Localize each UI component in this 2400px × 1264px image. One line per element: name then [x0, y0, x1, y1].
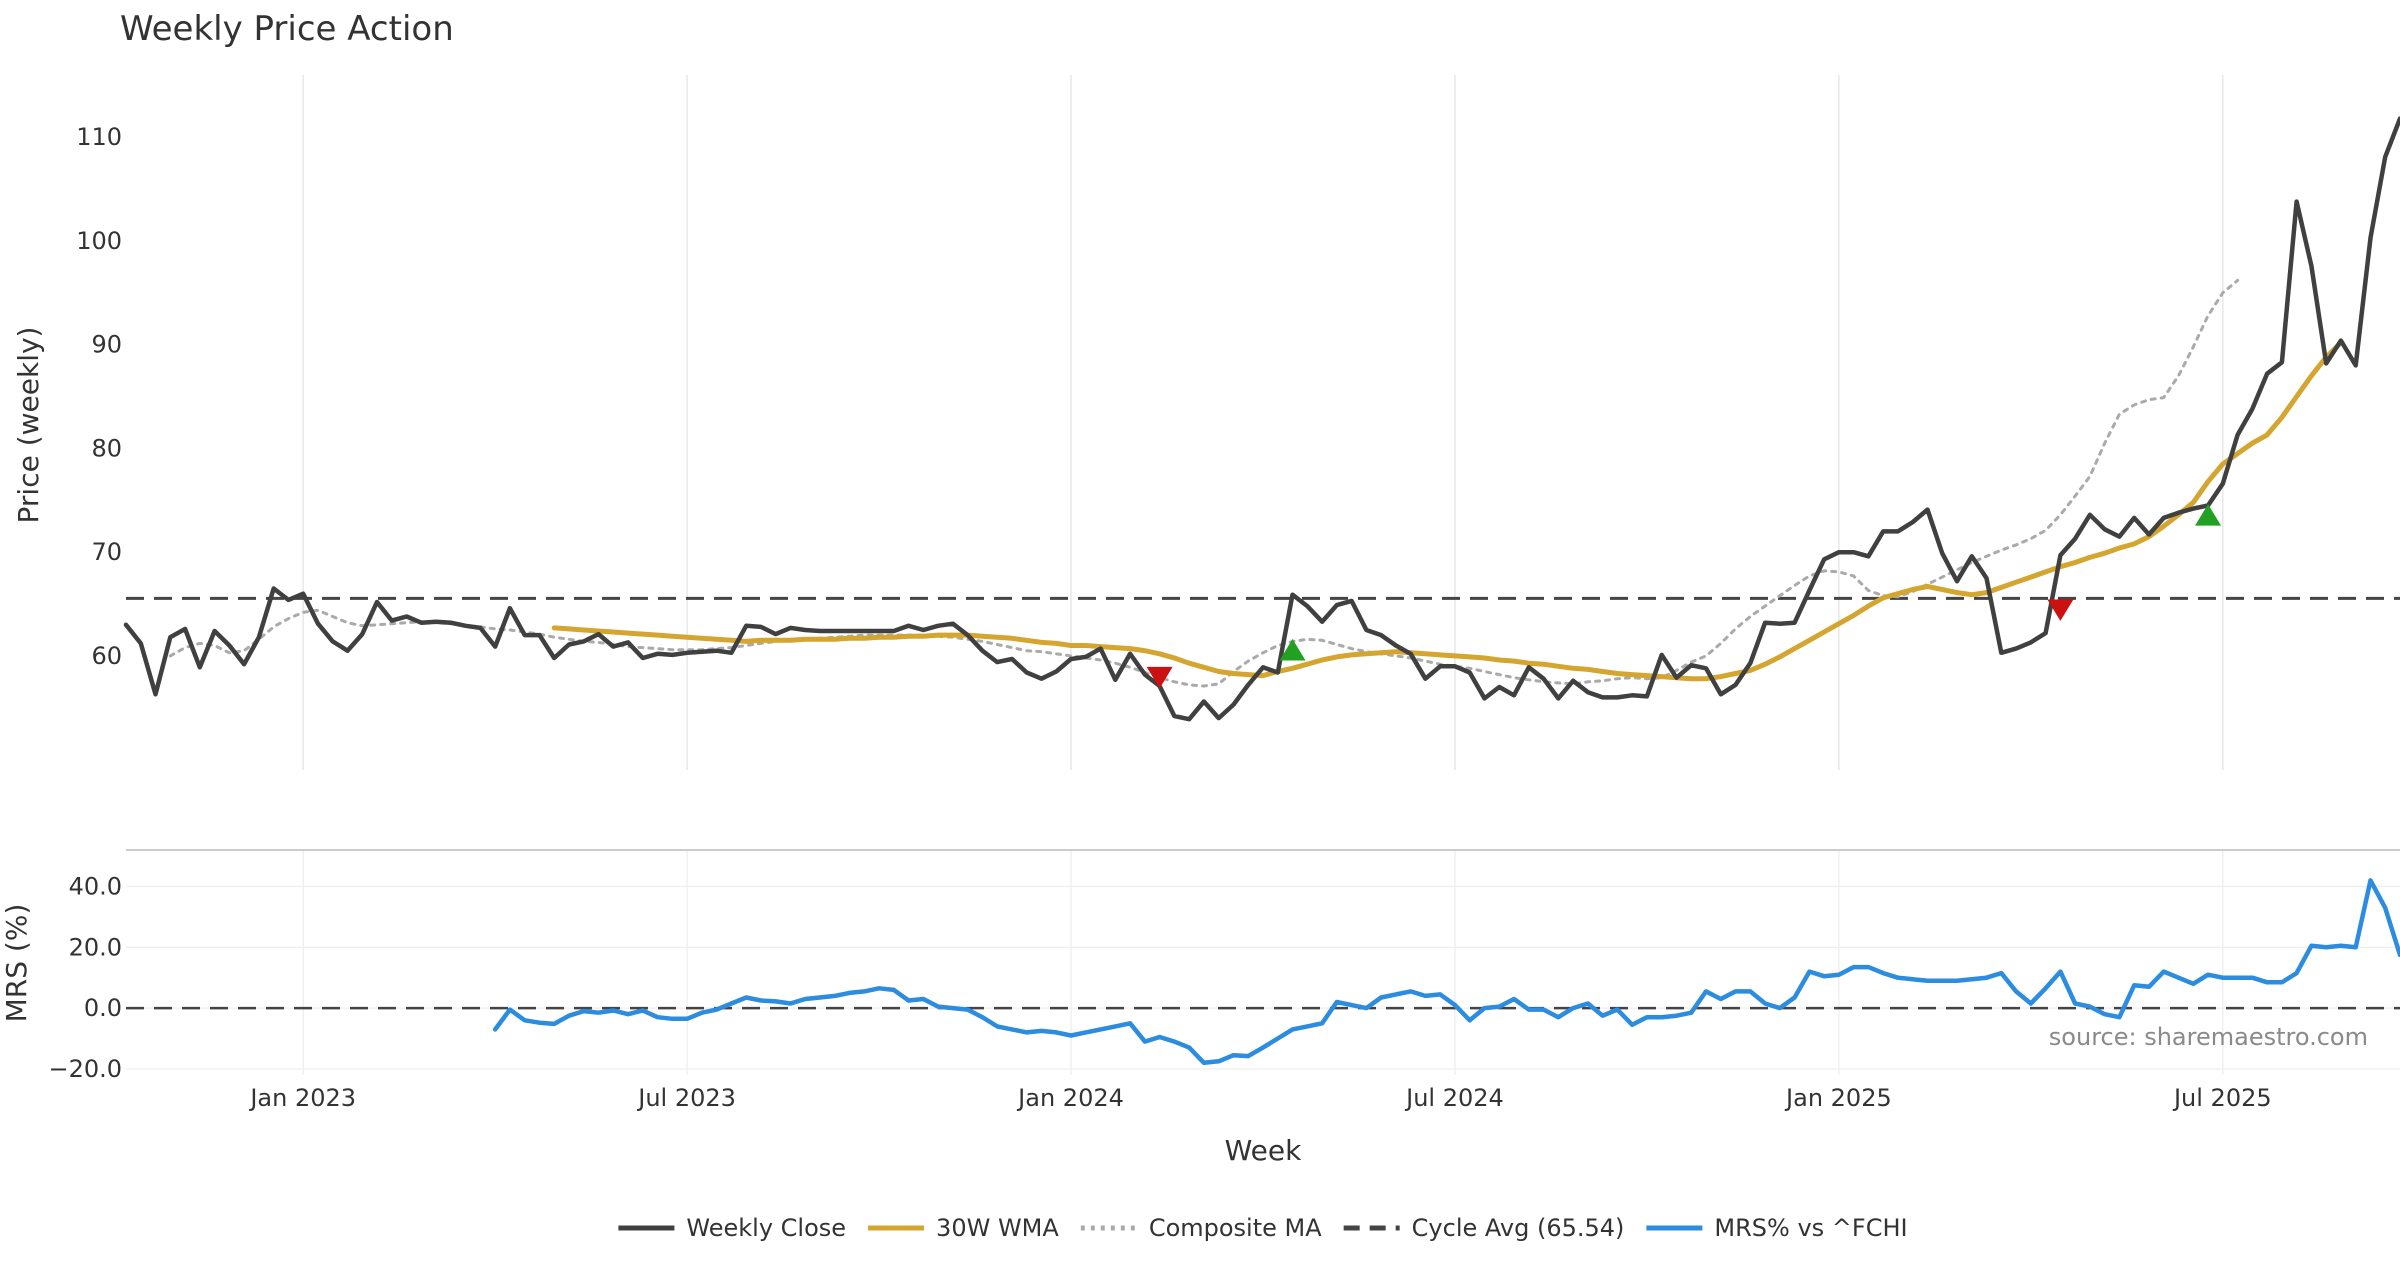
price-y-tick-label: 70 [91, 538, 122, 566]
mrs-y-axis-label: MRS (%) [0, 904, 33, 1023]
x-tick-label-jan-2024: Jan 2024 [1016, 1084, 1124, 1112]
mrs-panel [126, 878, 2400, 1066]
price-y-tick-label: 100 [76, 227, 122, 255]
source-note: source: sharemaestro.com [2049, 1023, 2368, 1051]
buy-signal-marker [2195, 504, 2222, 526]
legend-label-wma: 30W WMA [936, 1214, 1059, 1242]
mrs-y-tick-label: 0.0 [84, 994, 122, 1022]
legend-item-cycle-avg: Cycle Avg (65.54) [1343, 1214, 1625, 1242]
mrs-y-tick-label: 40.0 [69, 872, 122, 900]
x-tick-label-jan-2025: Jan 2025 [1784, 1084, 1892, 1112]
legend-item-mrs: MRS% vs ^FCHI [1646, 1214, 1908, 1242]
mrs-y-tick-label: 20.0 [69, 933, 122, 961]
price-y-tick-label: 110 [76, 123, 122, 151]
sell-signal-marker [1146, 666, 1173, 689]
buy-signal-marker [1279, 639, 1306, 661]
legend-label-weekly-close: Weekly Close [686, 1214, 846, 1242]
axes: 60 70 80 90 100 110 −20.0 0.0 20.0 40.0 Jan 2023 Ju… [48, 123, 2271, 1112]
legend-item-weekly-close: Weekly Close [618, 1214, 846, 1242]
price-y-tick-label: 60 [91, 642, 122, 670]
x-axis-label: Week [1225, 1134, 1302, 1167]
x-tick-label-jan-2023: Jan 2023 [248, 1084, 356, 1112]
x-tick-label-jul-2025: Jul 2025 [2172, 1084, 2272, 1112]
legend-item-wma: 30W WMA [868, 1214, 1059, 1242]
x-tick-label-jul-2023: Jul 2023 [636, 1084, 736, 1112]
price-panel [123, 116, 2400, 722]
legend: Weekly Close 30W WMA Composite MA Cycle Avg… [618, 1214, 1908, 1242]
price-y-axis-label: Price (weekly) [12, 327, 45, 524]
price-y-tick-label: 80 [91, 434, 122, 462]
30w-wma-line [551, 340, 2344, 682]
legend-label-mrs: MRS% vs ^FCHI [1714, 1214, 1907, 1242]
weekly-close-line [123, 116, 2400, 722]
mrs-y-tick-label: −20.0 [48, 1055, 122, 1083]
price-y-tick-label: 90 [91, 331, 122, 359]
legend-label-composite-ma: Composite MA [1149, 1214, 1322, 1242]
legend-label-cycle-avg: Cycle Avg (65.54) [1412, 1214, 1625, 1242]
x-tick-label-jul-2024: Jul 2024 [1404, 1084, 1504, 1112]
mrs-line [492, 878, 2400, 1066]
sell-signal-marker [2047, 599, 2074, 621]
chart-title: Weekly Price Action [120, 9, 454, 49]
legend-item-composite-ma: Composite MA [1080, 1214, 1322, 1242]
